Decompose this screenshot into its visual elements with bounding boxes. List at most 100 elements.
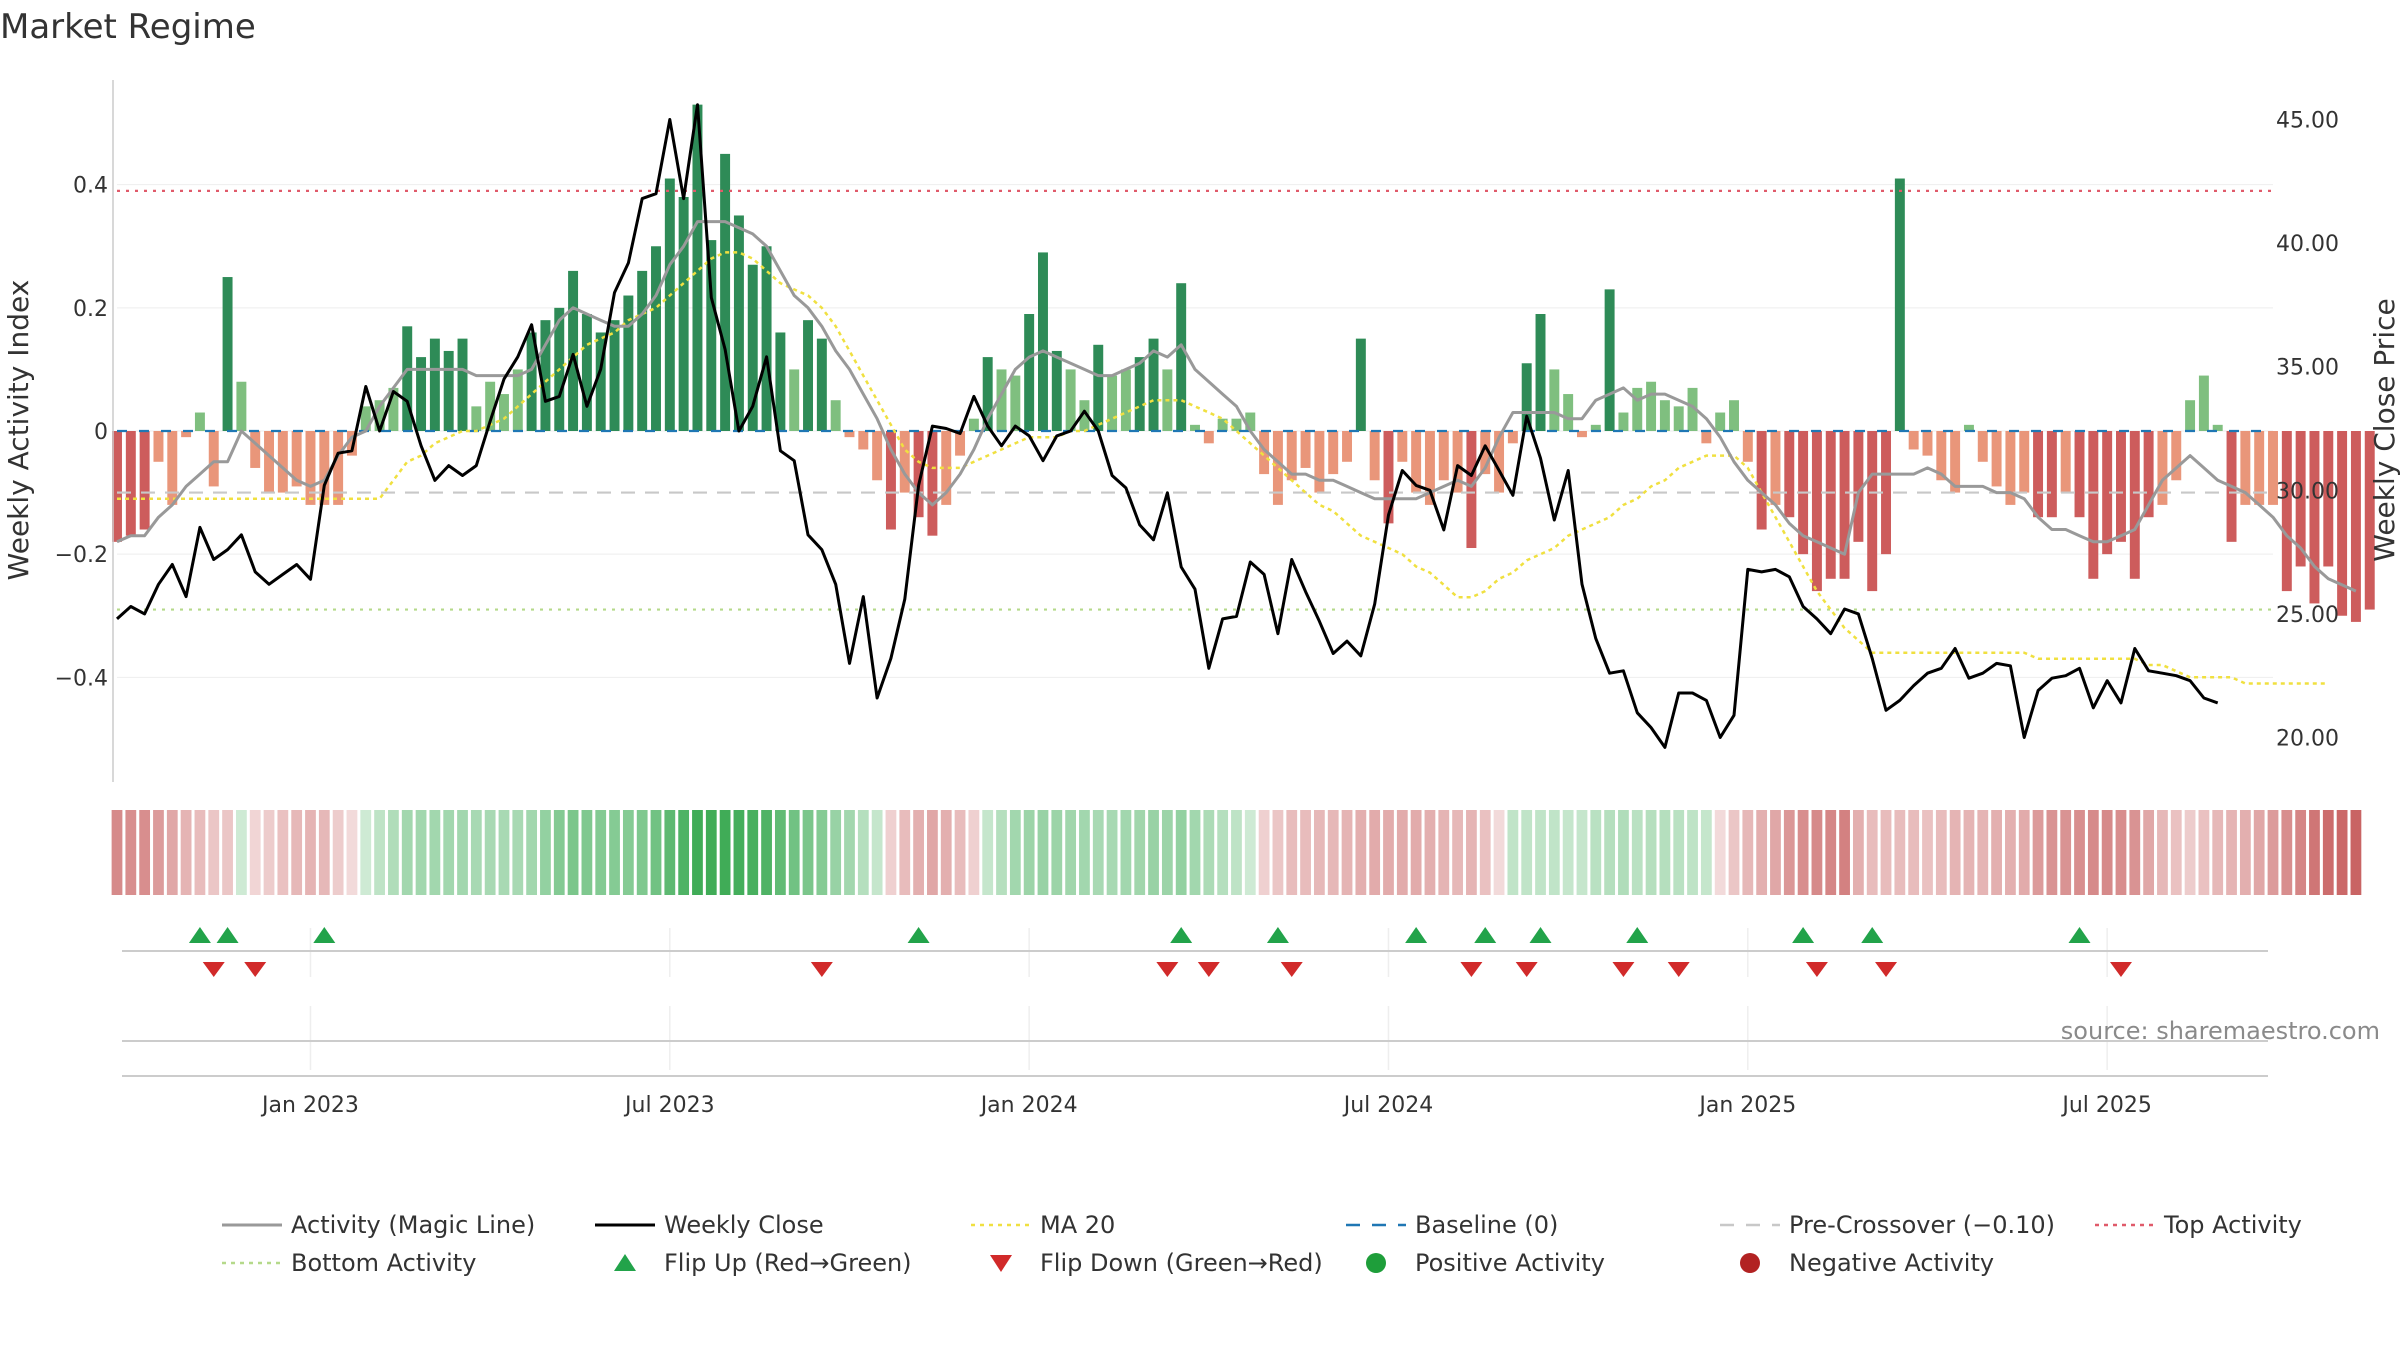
regime-strip-cell	[1756, 810, 1768, 895]
activity-bar	[1397, 431, 1408, 462]
flip-down-marker	[810, 962, 833, 977]
activity-bar	[360, 406, 371, 431]
right-tick-label: 45.00	[2276, 109, 2339, 134]
regime-strip-cell	[2032, 810, 2044, 895]
regime-strip-cell	[1825, 810, 1837, 895]
legend-label: Pre-Crossover (−0.10)	[1789, 1211, 2055, 1239]
regime-strip-cell	[1728, 810, 1740, 895]
regime-strip-cell	[2115, 810, 2127, 895]
activity-bar	[1245, 412, 1256, 431]
regime-strip-cell	[1313, 810, 1325, 895]
regime-strip-cell	[1797, 810, 1809, 895]
regime-strip-cell	[1009, 810, 1021, 895]
activity-bar	[1604, 289, 1615, 431]
regime-strip-cell	[401, 810, 413, 895]
x-tick-label: Jan 2023	[260, 1093, 359, 1118]
regime-strip-cell	[1852, 810, 1864, 895]
regime-strip-cell	[360, 810, 372, 895]
legend-item: Weekly Close	[595, 1211, 824, 1239]
activity-bar	[2088, 431, 2099, 579]
x-tick-label: Jul 2025	[2060, 1093, 2152, 1118]
regime-strip-cell	[2226, 810, 2237, 895]
regime-strip-cell	[153, 810, 164, 895]
legend-label: Activity (Magic Line)	[291, 1211, 535, 1239]
regime-strip-cell	[305, 810, 316, 895]
activity-bar	[1203, 431, 1214, 444]
regime-strip-cell	[1659, 810, 1671, 895]
activity-bar	[498, 394, 509, 431]
regime-strip-cell	[346, 810, 358, 895]
regime-strip-cell	[1604, 810, 1616, 895]
regime-strip-cell	[194, 810, 206, 895]
regime-strip-cell	[2129, 810, 2141, 895]
activity-bar	[968, 418, 979, 431]
legend-label: Flip Down (Green→Red)	[1040, 1249, 1323, 1277]
activity-bar	[1383, 431, 1394, 524]
regime-strip-cell	[1244, 810, 1256, 895]
regime-strip-cell	[1037, 810, 1049, 895]
activity-bar	[540, 320, 551, 431]
activity-bar	[1024, 314, 1035, 431]
activity-bar	[789, 369, 800, 431]
regime-strip-cell	[1106, 810, 1118, 895]
activity-bar	[1701, 431, 1712, 444]
flip-down-marker	[1156, 962, 1179, 977]
regime-strip-cell	[166, 810, 178, 895]
activity-bar	[803, 320, 814, 431]
regime-strip-cell	[1949, 810, 1961, 895]
regime-strip-cell	[2239, 810, 2251, 895]
reference-lines	[117, 189, 2273, 611]
regime-strip-cell	[1576, 810, 1588, 895]
activity-bar	[2171, 431, 2182, 481]
activity-bar	[1770, 431, 1781, 505]
activity-bar	[1107, 375, 1118, 431]
regime-strip-cell	[1051, 810, 1063, 895]
flip-up-marker	[1626, 927, 1649, 943]
activity-bar	[2323, 431, 2334, 567]
flip-up-marker	[1529, 927, 1552, 943]
activity-bar	[1093, 344, 1104, 431]
regime-strip-cell	[1908, 810, 1920, 895]
regime-strip-cell	[235, 810, 247, 895]
regime-strip-cell	[2074, 810, 2085, 895]
activity-bar	[609, 320, 620, 431]
activity-bar	[858, 431, 869, 450]
activity-bar	[1811, 431, 1822, 592]
legend-item: MA 20	[971, 1211, 1115, 1239]
regime-strip-cell	[802, 810, 814, 895]
regime-strip-cell	[1894, 810, 1906, 895]
legend-item: Flip Down (Green→Red)	[990, 1249, 1323, 1277]
regime-strip-cell	[885, 810, 897, 895]
regime-strip-cell	[1258, 810, 1270, 895]
activity-bar	[1853, 431, 1864, 542]
regime-strip-cell	[318, 810, 330, 895]
activity-bar	[112, 431, 122, 542]
activity-bar	[637, 270, 648, 431]
regime-strip-cell	[222, 810, 233, 895]
activity-bar	[2212, 424, 2223, 431]
flip-up-marker	[216, 927, 239, 943]
regime-strip-cell	[1079, 810, 1090, 895]
activity-bar	[1507, 431, 1518, 444]
regime-strip-cell	[1880, 810, 1892, 895]
activity-bar	[1438, 431, 1449, 481]
regime-strip-cell	[277, 810, 289, 895]
regime-strip-cell	[1217, 810, 1229, 895]
activity-bar	[733, 215, 744, 431]
activity-bar	[1549, 369, 1560, 431]
weekly-close-line	[115, 103, 2219, 749]
regime-strip-cell	[719, 810, 731, 895]
regime-strip-cell	[512, 810, 524, 895]
flip-up-marker	[1266, 927, 1289, 943]
activity-bar	[374, 400, 385, 431]
activity-bar	[996, 369, 1007, 431]
regime-strip-cell	[857, 810, 869, 895]
activity-bar	[664, 178, 675, 431]
activity-bar	[927, 431, 938, 536]
activity-bar	[429, 338, 440, 431]
regime-strip-cell	[1383, 810, 1394, 895]
activity-bar	[194, 412, 205, 431]
activity-bar	[1037, 252, 1048, 431]
regime-strip-cell	[2281, 810, 2293, 895]
